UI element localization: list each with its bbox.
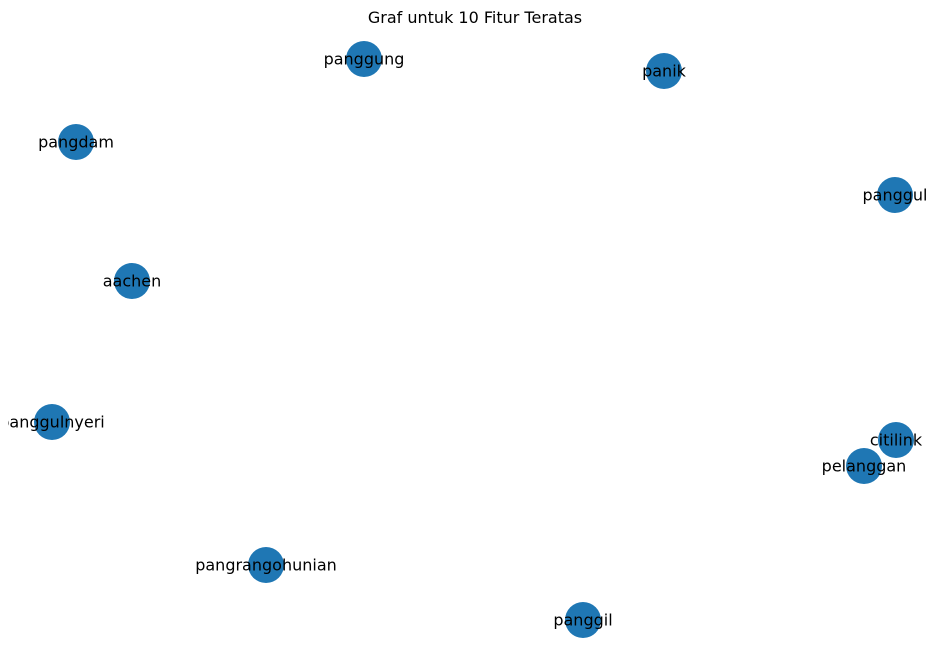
node-label: pelanggan bbox=[822, 457, 907, 476]
graph-node-panggung bbox=[346, 41, 382, 77]
graph-node-panik bbox=[646, 53, 682, 89]
node-circle bbox=[646, 53, 682, 89]
graph-title: Graf untuk 10 Fitur Teratas bbox=[368, 8, 582, 27]
graph-node-panggul bbox=[877, 177, 913, 213]
node-label: citilink bbox=[870, 431, 923, 450]
node-label: pangdam bbox=[38, 133, 114, 152]
node-label: aachen bbox=[103, 272, 162, 291]
node-label: panggulnyeri bbox=[0, 413, 105, 432]
node-circle bbox=[878, 422, 914, 458]
graph-node-pangrangohunian bbox=[248, 547, 284, 583]
node-circle bbox=[114, 263, 150, 299]
graph-node-aachen bbox=[114, 263, 150, 299]
node-circle bbox=[877, 177, 913, 213]
node-circle bbox=[58, 124, 94, 160]
node-circle bbox=[34, 404, 70, 440]
node-label: panggul bbox=[863, 186, 928, 205]
nodes-layer: panggung panik pangdam panggul aachen panggul… bbox=[0, 41, 928, 638]
node-label: panggil bbox=[553, 611, 612, 630]
node-label: panik bbox=[642, 62, 687, 81]
node-circle bbox=[565, 602, 601, 638]
graph-node-citilink bbox=[878, 422, 914, 458]
node-circle bbox=[346, 41, 382, 77]
node-circle bbox=[248, 547, 284, 583]
node-label: pangrangohunian bbox=[195, 556, 337, 575]
graph-node-panggulnyeri bbox=[34, 404, 70, 440]
graph-node-pelanggan bbox=[846, 448, 882, 484]
node-circle bbox=[846, 448, 882, 484]
graph-node-panggil bbox=[565, 602, 601, 638]
node-label: panggung bbox=[324, 50, 405, 69]
graph-node-pangdam bbox=[58, 124, 94, 160]
